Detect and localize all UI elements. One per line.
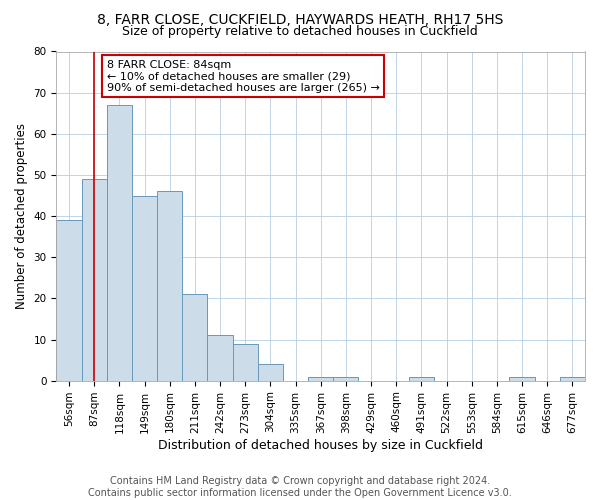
Bar — [107, 105, 132, 380]
Bar — [157, 192, 182, 380]
Text: Contains HM Land Registry data © Crown copyright and database right 2024.
Contai: Contains HM Land Registry data © Crown c… — [88, 476, 512, 498]
Bar — [308, 376, 333, 380]
Text: 8, FARR CLOSE, CUCKFIELD, HAYWARDS HEATH, RH17 5HS: 8, FARR CLOSE, CUCKFIELD, HAYWARDS HEATH… — [97, 12, 503, 26]
Bar — [82, 179, 107, 380]
Bar — [258, 364, 283, 380]
Bar — [182, 294, 208, 380]
Bar — [132, 196, 157, 380]
Bar — [333, 376, 358, 380]
Bar — [509, 376, 535, 380]
Text: Size of property relative to detached houses in Cuckfield: Size of property relative to detached ho… — [122, 25, 478, 38]
Y-axis label: Number of detached properties: Number of detached properties — [15, 123, 28, 309]
Bar — [208, 336, 233, 380]
Bar — [409, 376, 434, 380]
Bar — [56, 220, 82, 380]
Bar — [560, 376, 585, 380]
Text: 8 FARR CLOSE: 84sqm
← 10% of detached houses are smaller (29)
90% of semi-detach: 8 FARR CLOSE: 84sqm ← 10% of detached ho… — [107, 60, 380, 93]
X-axis label: Distribution of detached houses by size in Cuckfield: Distribution of detached houses by size … — [158, 440, 483, 452]
Bar — [233, 344, 258, 380]
